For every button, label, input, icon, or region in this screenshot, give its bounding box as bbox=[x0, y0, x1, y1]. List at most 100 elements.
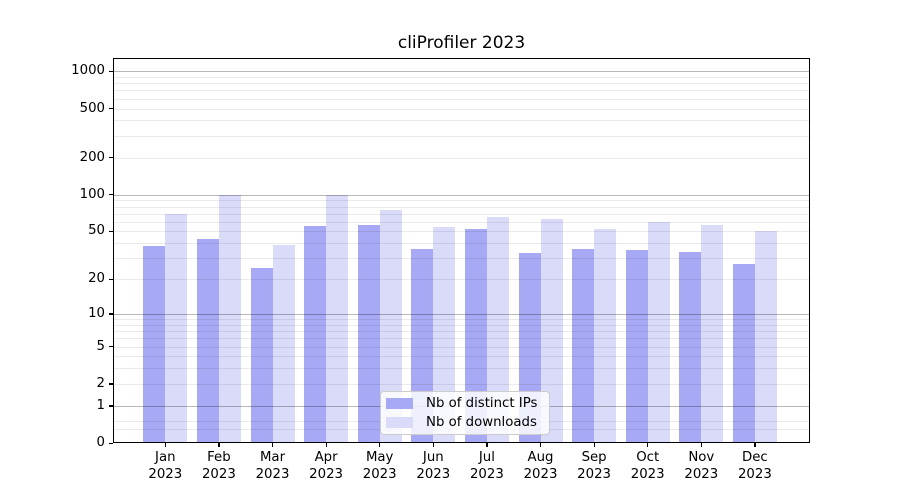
legend-swatch-distinct-ips-icon bbox=[386, 398, 413, 409]
x-tick-label: Jun 2023 bbox=[416, 450, 451, 482]
plot-area bbox=[113, 58, 810, 443]
x-tick-label: Nov 2023 bbox=[684, 450, 719, 482]
x-tick-label: May 2023 bbox=[362, 450, 397, 482]
x-tick-label: Oct 2023 bbox=[630, 450, 665, 482]
gridline bbox=[113, 83, 810, 85]
y-tick-label: 20 bbox=[88, 271, 105, 287]
bar-downloads-jul bbox=[486, 216, 509, 443]
gridline bbox=[113, 120, 810, 122]
y-tick-label: 5 bbox=[96, 338, 105, 354]
y-tick-label: 0 bbox=[96, 435, 105, 450]
bar-downloads-aug bbox=[540, 219, 563, 443]
bar-downloads-may bbox=[379, 209, 402, 443]
gridline bbox=[113, 90, 810, 92]
y-tick-label: 500 bbox=[79, 100, 105, 116]
x-tick-mark bbox=[647, 443, 649, 447]
bar-ips-sep bbox=[572, 248, 595, 443]
x-tick-mark bbox=[540, 443, 542, 447]
bar-downloads-jan bbox=[165, 213, 188, 443]
x-tick-mark bbox=[486, 443, 488, 447]
bar-downloads-dec bbox=[754, 231, 777, 443]
x-tick-mark bbox=[432, 443, 435, 447]
gridline bbox=[113, 206, 810, 208]
bar-ips-jul bbox=[464, 229, 487, 443]
x-tick-label: Jan 2023 bbox=[148, 450, 183, 482]
gridline bbox=[113, 243, 810, 245]
x-tick-mark bbox=[593, 443, 595, 447]
x-tick-mark bbox=[218, 443, 220, 447]
x-tick-label: Dec 2023 bbox=[737, 450, 772, 482]
gridline bbox=[113, 108, 810, 110]
bar-downloads-feb bbox=[218, 194, 241, 443]
gridline bbox=[113, 319, 810, 321]
gridline bbox=[113, 98, 810, 100]
bar-ips-nov bbox=[679, 251, 702, 443]
y-tick-label: 50 bbox=[88, 223, 105, 239]
bar-downloads-oct bbox=[647, 221, 670, 443]
gridline bbox=[113, 368, 810, 370]
x-tick-label: Sep 2023 bbox=[577, 450, 612, 482]
y-tick-mark bbox=[109, 442, 113, 444]
gridline bbox=[113, 346, 810, 348]
x-tick-mark bbox=[272, 443, 274, 447]
x-tick-mark bbox=[379, 443, 381, 447]
legend-item-distinct-ips: Nb of distinct IPs bbox=[386, 396, 541, 411]
legend-swatch-downloads-icon bbox=[386, 417, 413, 428]
x-tick-label: Feb 2023 bbox=[201, 450, 236, 482]
gridline bbox=[113, 313, 810, 315]
bar-ips-jan bbox=[143, 245, 166, 443]
x-tick-label: Aug 2023 bbox=[523, 450, 558, 482]
y-tick-mark bbox=[109, 194, 113, 196]
y-tick-mark bbox=[109, 108, 113, 110]
y-tick-label: 1 bbox=[96, 397, 105, 413]
gridline bbox=[113, 221, 810, 223]
gridline bbox=[113, 324, 810, 326]
gridline bbox=[113, 383, 810, 385]
y-tick-label: 2 bbox=[96, 375, 105, 391]
y-tick-mark bbox=[109, 278, 113, 280]
y-tick-label: 1000 bbox=[71, 63, 105, 79]
legend-label-distinct-ips: Nb of distinct IPs bbox=[426, 396, 538, 411]
y-tick-label: 10 bbox=[88, 305, 105, 321]
bar-ips-mar bbox=[250, 267, 273, 443]
legend: Nb of distinct IPs Nb of downloads bbox=[380, 391, 550, 435]
gridline bbox=[113, 71, 810, 73]
bar-downloads-jun bbox=[433, 227, 456, 443]
x-tick-label: Apr 2023 bbox=[309, 450, 344, 482]
bar-ips-oct bbox=[625, 250, 648, 443]
gridline bbox=[113, 279, 810, 281]
bar-ips-apr bbox=[304, 226, 327, 443]
legend-item-downloads: Nb of downloads bbox=[386, 415, 541, 430]
gridline bbox=[113, 213, 810, 215]
gridline bbox=[113, 135, 810, 137]
x-tick-label: Mar 2023 bbox=[255, 450, 290, 482]
y-tick-label: 100 bbox=[79, 186, 105, 202]
y-tick-mark bbox=[109, 70, 113, 73]
y-tick-label: 200 bbox=[79, 149, 105, 165]
y-tick-mark bbox=[109, 346, 113, 348]
y-tick-mark bbox=[109, 313, 113, 315]
bar-downloads-mar bbox=[272, 244, 295, 443]
x-tick-mark bbox=[325, 443, 327, 447]
x-tick-mark bbox=[164, 443, 167, 447]
gridline bbox=[113, 231, 810, 233]
x-tick-mark bbox=[754, 443, 756, 447]
y-tick-mark bbox=[109, 405, 113, 407]
y-tick-mark bbox=[109, 157, 113, 159]
legend-label-downloads: Nb of downloads bbox=[426, 415, 537, 430]
x-tick-mark bbox=[700, 443, 703, 447]
bar-downloads-apr bbox=[326, 194, 349, 443]
gridline bbox=[113, 200, 810, 202]
gridline bbox=[113, 76, 810, 78]
bar-downloads-nov bbox=[701, 224, 724, 443]
bar-ips-dec bbox=[732, 263, 755, 443]
y-tick-mark bbox=[109, 230, 113, 233]
bar-downloads-sep bbox=[594, 229, 617, 443]
chart-title: cliProfiler 2023 bbox=[397, 33, 526, 53]
gridline bbox=[113, 338, 810, 340]
gridline bbox=[113, 157, 810, 159]
y-tick-mark bbox=[109, 383, 113, 385]
bar-ips-may bbox=[357, 224, 380, 443]
gridline bbox=[113, 356, 810, 358]
